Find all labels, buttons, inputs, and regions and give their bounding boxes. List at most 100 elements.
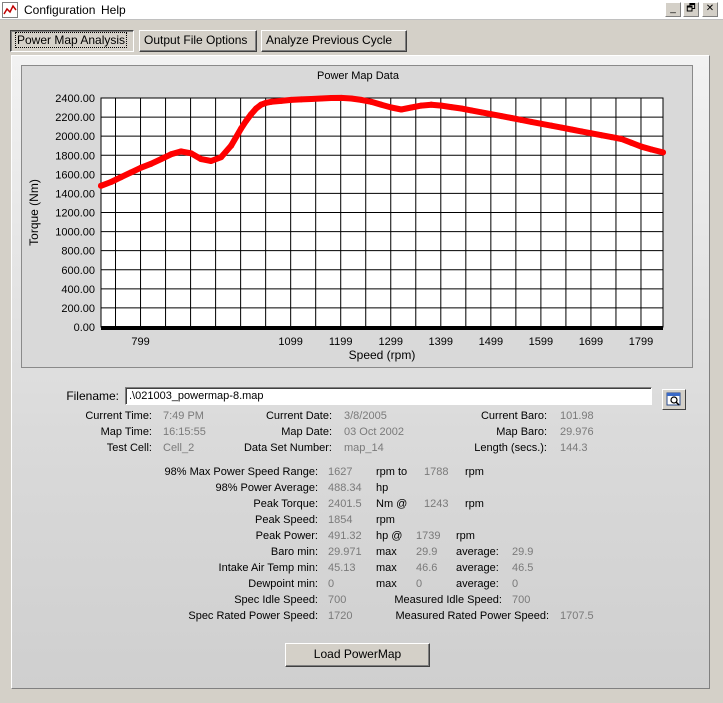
chart-svg: 0.00 200.00 400.00 600.00 800.00 1000.00 1200.… [27, 70, 666, 362]
map-baro-value: 29.976 [560, 426, 594, 438]
torque-data-point [148, 160, 155, 167]
torque-data-point [128, 169, 135, 176]
torque-data-point [98, 182, 104, 189]
torque-data-point [168, 151, 175, 158]
current-time-value: 7:49 PM [163, 410, 204, 422]
load-powermap-button[interactable]: Load PowerMap [285, 643, 430, 667]
y-tick-label: 2000.00 [55, 131, 95, 143]
baro-min-label: Baro min: [270, 546, 318, 558]
torque-data-point [218, 154, 225, 161]
max-label: max [376, 562, 397, 574]
torque-data-point [368, 98, 375, 105]
x-axis-label: Speed (rpm) [349, 348, 416, 362]
peak-speed-value: 1854 [328, 514, 353, 526]
data-set-label: Data Set Number: [243, 442, 332, 454]
peak-torque-rpm: 1243 [424, 498, 449, 510]
torque-data-point [328, 95, 335, 101]
spec-rated-power-speed-value: 1720 [328, 610, 353, 622]
torque-data-point [298, 96, 305, 103]
torque-data-point [378, 101, 385, 108]
torque-data-point [308, 95, 315, 102]
measured-idle-speed-value: 700 [512, 594, 531, 606]
dewpoint-average-value: 0 [512, 578, 519, 590]
app-chart-icon[interactable] [2, 2, 18, 18]
current-baro-label: Current Baro: [480, 410, 547, 422]
tab-power-map-analysis[interactable]: Power Map Analysis [10, 30, 134, 52]
rpm-unit: rpm [465, 498, 484, 510]
torque-data-point [178, 148, 185, 155]
torque-data-point [558, 124, 565, 131]
current-baro-value: 101.98 [560, 410, 594, 422]
y-tick-label: 0.00 [74, 322, 95, 334]
y-tick-label: 400.00 [61, 284, 95, 296]
minimize-button[interactable]: _ [665, 2, 681, 17]
x-tick-label: 799 [131, 336, 149, 348]
torque-data-point [518, 116, 525, 123]
x-tick-label: 1099 [278, 336, 302, 348]
tab-analyze-previous-cycle[interactable]: Analyze Previous Cycle [261, 30, 407, 52]
peak-power-rpm: 1739 [416, 530, 441, 542]
torque-data-point [528, 118, 535, 125]
torque-data-point [478, 109, 485, 116]
close-button[interactable]: ✕ [702, 2, 718, 17]
intake-air-temp-label: Intake Air Temp min: [218, 562, 318, 574]
map-baro-label: Map Baro: [496, 426, 547, 438]
dewpoint-max-value: 0 [416, 578, 423, 590]
torque-data-point [538, 120, 545, 127]
peak-power-value: 491.32 [328, 530, 362, 542]
browse-button[interactable] [662, 389, 686, 410]
x-tick-label: 1299 [379, 336, 403, 348]
torque-data-point [208, 157, 215, 164]
y-tick-label: 1800.00 [55, 150, 95, 162]
intake-air-temp-average: 46.5 [512, 562, 534, 574]
torque-data-point [398, 106, 405, 113]
torque-data-point [188, 150, 195, 157]
torque-data-point [458, 105, 465, 112]
data-set-value: map_14 [344, 442, 384, 454]
restore-button[interactable]: 🗗 [683, 2, 699, 17]
length-value: 144.3 [560, 442, 588, 454]
torque-data-point [238, 125, 245, 132]
torque-data-point [568, 126, 575, 133]
torque-data-point [498, 113, 505, 120]
menu-help[interactable]: Help [101, 3, 126, 17]
filename-input[interactable]: .\021003_powermap-8.map [125, 387, 652, 405]
rpm-unit: rpm [456, 530, 475, 542]
x-tick-label: 1699 [579, 336, 603, 348]
x-tick-label: 1499 [479, 336, 503, 348]
torque-data-point [628, 139, 635, 146]
torque-data-point [358, 96, 365, 103]
torque-data-point [438, 102, 445, 109]
torque-data-point [648, 146, 655, 153]
length-label: Length (secs.): [474, 442, 547, 454]
peak-power-label: Peak Power: [255, 530, 318, 542]
spec-idle-speed-value: 700 [328, 594, 347, 606]
y-tick-label: 2200.00 [55, 112, 95, 124]
rpm-to-label: rpm to [376, 466, 408, 478]
torque-data-point [318, 95, 325, 102]
power-average-label: 98% Power Average: [215, 482, 318, 494]
torque-data-point [253, 105, 260, 112]
torque-data-point [258, 101, 265, 108]
x-tick-label: 1799 [629, 336, 653, 348]
torque-data-point [138, 164, 145, 171]
peak-speed-label: Peak Speed: [255, 514, 318, 526]
tab-output-file-options[interactable]: Output File Options [139, 30, 257, 52]
average-label: average: [456, 546, 499, 558]
max-power-range-label: 98% Max Power Speed Range: [164, 466, 318, 478]
torque-data-point [608, 134, 615, 141]
test-cell-label: Test Cell: [106, 442, 152, 454]
y-axis-label: Torque (Nm) [27, 179, 41, 246]
intake-air-temp-max: 46.6 [416, 562, 438, 574]
intake-air-temp-min: 45.13 [328, 562, 356, 574]
x-tick-label: 1199 [329, 336, 353, 348]
torque-data-point [278, 97, 285, 104]
hp-unit: hp [376, 482, 389, 494]
torque-data-point [488, 111, 495, 118]
menu-configuration[interactable]: Configuration [24, 3, 96, 17]
current-date-label: Current Date: [265, 410, 332, 422]
rpm-unit: rpm [376, 514, 395, 526]
torque-data-point [348, 95, 355, 102]
current-date-value: 3/8/2005 [344, 410, 387, 422]
current-time-label: Current Time: [85, 410, 152, 422]
